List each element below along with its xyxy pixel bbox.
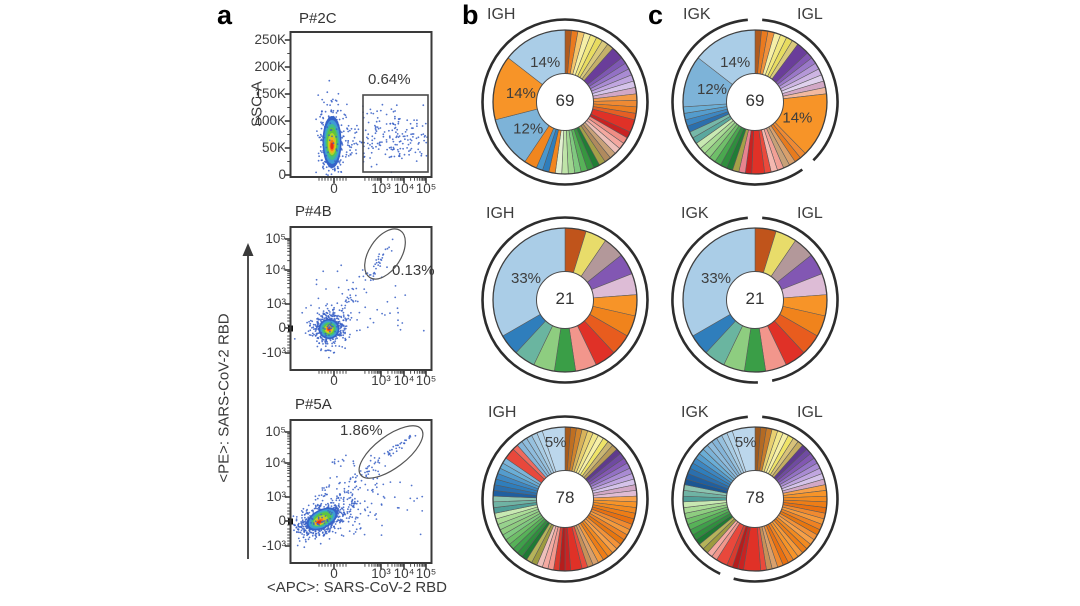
pie-slice-pct-label: 33%: [701, 270, 731, 287]
panel-a-label: a: [217, 0, 233, 30]
pie-slice-pct-label: 14%: [506, 85, 536, 102]
x-tick-label: 0: [330, 566, 338, 581]
pie-b2-center-count: 21: [555, 289, 575, 308]
pie-c3-gene-igl: IGL: [797, 404, 823, 421]
y-tick-label: 10⁵: [265, 231, 286, 246]
flow-plot-2: [284, 226, 433, 377]
pie-slice-pct-label: 5%: [735, 434, 757, 451]
x-tick-label: 10³: [371, 566, 391, 581]
flow-plot-3: [284, 419, 433, 570]
pie-chart-c3-igk-igl: 5%: [671, 415, 839, 583]
pie-chart-c2-igk-igl: 33%: [671, 216, 839, 384]
pie-c2-gene-igl: IGL: [797, 205, 823, 222]
y-tick-label: 0: [278, 513, 286, 528]
pie-chart-c1-igk-igl: 14% 12% 14%: [671, 18, 839, 186]
pie-chart-b3-igh: 5%: [481, 415, 649, 583]
y-tick-label: 50K: [261, 140, 286, 155]
pie-slice-pct-label: 12%: [697, 81, 727, 98]
gate-pct-plot2: 0.13%: [392, 262, 435, 279]
y-tick-label: -10³: [261, 345, 286, 360]
y-tick-label: 0: [278, 320, 286, 335]
x-axis-label-apc: <APC>: SARS-CoV-2 RBD: [266, 579, 448, 596]
y-tick-label: 10³: [266, 296, 286, 311]
pie-slice-pct-label: 5%: [545, 434, 567, 451]
pie-slice-pct-label: 14%: [720, 54, 750, 71]
y-tick-label: 10⁴: [265, 455, 286, 470]
pie-c1-gene-igk: IGK: [683, 6, 711, 23]
pie-b2-gene-igh: IGH: [486, 205, 515, 222]
pie-c3-center-count: 78: [745, 488, 765, 507]
pie-c2-center-count: 21: [745, 289, 765, 308]
y-tick-label: 0: [278, 167, 286, 182]
x-tick-label: 0: [330, 181, 338, 196]
y-tick-label: 250K: [254, 32, 286, 47]
x-tick-label: 10⁵: [415, 566, 437, 581]
pie-c1-center-count: 69: [745, 91, 765, 110]
panel-b-label: b: [462, 0, 479, 30]
pie-b1-center-count: 69: [555, 91, 575, 110]
pie-b1-gene-igh: IGH: [487, 6, 516, 23]
flow-plot-title-3: P#5A: [295, 396, 332, 413]
gate-pct-plot3: 1.86%: [340, 422, 383, 439]
y-tick-label: 150K: [254, 86, 286, 101]
flow-plot-title-2: P#4B: [295, 203, 332, 220]
pie-c1-gene-igl: IGL: [797, 6, 823, 23]
x-tick-label: 10⁴: [393, 373, 415, 388]
flow-plot-1: [284, 31, 433, 184]
x-tick-label: 10⁴: [393, 181, 415, 196]
y-tick-label: 10⁵: [265, 424, 286, 439]
pie-slice-pct-label: 14%: [530, 54, 560, 71]
y-tick-label: 100K: [254, 113, 286, 128]
x-tick-label: 10³: [371, 181, 391, 196]
panel-c-label: c: [648, 0, 664, 30]
x-tick-label: 10⁴: [393, 566, 415, 581]
y-tick-label: 10⁴: [265, 262, 286, 277]
pie-b3-gene-igh: IGH: [488, 404, 517, 421]
pie-b3-center-count: 78: [555, 488, 575, 507]
pie-c3-gene-igk: IGK: [681, 404, 709, 421]
pie-chart-b2-igh: 33%: [481, 216, 649, 384]
x-tick-label: 10⁵: [415, 181, 437, 196]
pie-slice-pct-label: 33%: [511, 270, 541, 287]
pie-slice-pct-label: 14%: [782, 109, 812, 126]
pie-chart-b1-igh: 12% 14% 14%: [481, 18, 649, 186]
y-axis-label-pe: <PE>: SARS-CoV-2 RBD: [215, 313, 233, 483]
gate-pct-plot1: 0.64%: [368, 71, 411, 88]
x-tick-label: 10³: [371, 373, 391, 388]
y-tick-label: 200K: [254, 59, 286, 74]
pie-c2-gene-igk: IGK: [681, 205, 709, 222]
y-axis-arrow: [242, 243, 254, 559]
x-tick-label: 0: [330, 373, 338, 388]
flow-plot-title-1: P#2C: [299, 10, 337, 27]
pie-slice-pct-label: 12%: [513, 120, 543, 137]
y-tick-label: 10³: [266, 489, 286, 504]
y-tick-label: -10³: [261, 538, 286, 553]
x-tick-label: 10⁵: [415, 373, 437, 388]
